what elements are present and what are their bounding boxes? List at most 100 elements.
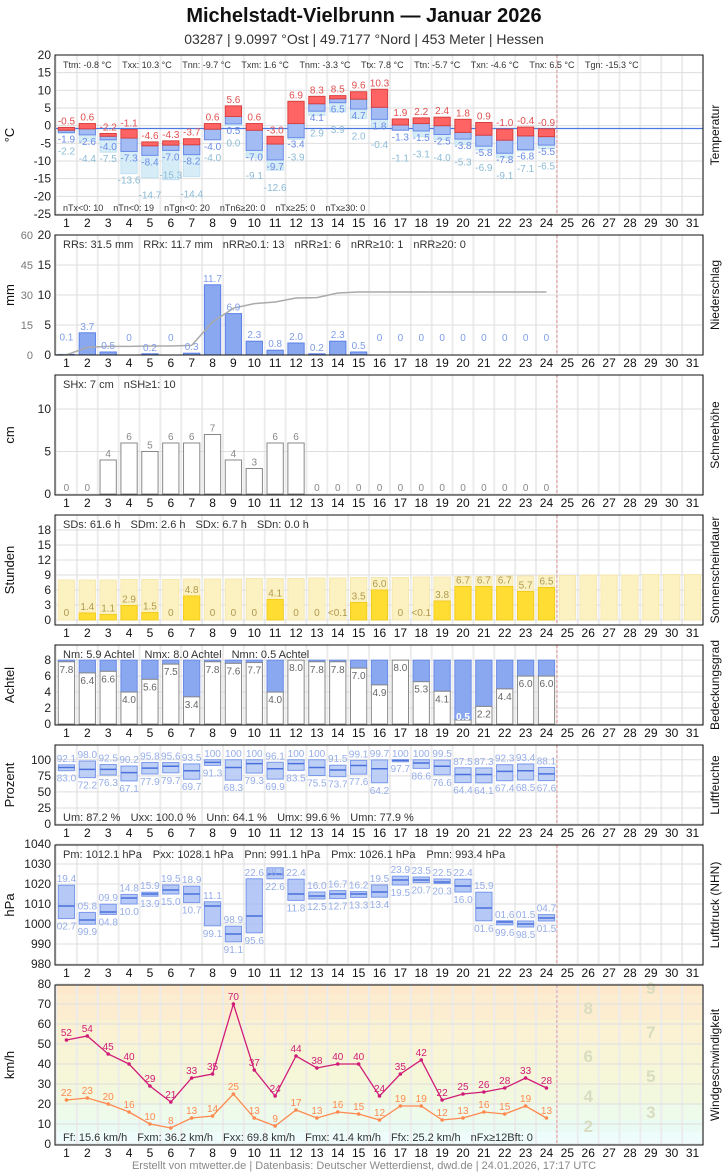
panel-side-label: Luftdruck (NHN) xyxy=(708,862,722,949)
day-label: 25 xyxy=(561,496,575,510)
precip-bar xyxy=(287,342,305,356)
humidity-min-label: 75.5 xyxy=(307,779,327,790)
cloud-label: 7.8 xyxy=(59,665,73,676)
max-temp-bar xyxy=(496,128,514,141)
day-label: 3 xyxy=(105,626,112,640)
y-tick-label: 10 xyxy=(38,83,52,97)
cloud-bar xyxy=(308,661,326,725)
humidity-max-label: 91.5 xyxy=(328,754,348,765)
humidity-min-label: 69.9 xyxy=(265,782,285,793)
humidity-min-label: 72.2 xyxy=(78,781,98,792)
cloud-bar xyxy=(349,667,368,725)
day-label: 21 xyxy=(477,826,491,840)
day-label: 1 xyxy=(63,726,70,740)
snow-label: 4 xyxy=(231,449,237,460)
panel-stat: nFx≥12Bft: 0 xyxy=(471,1132,533,1144)
pressure-min-label: 04.8 xyxy=(98,917,118,928)
snow-label: 6 xyxy=(189,432,195,443)
max-temp-bar xyxy=(78,123,96,130)
mean-wind-label: 15 xyxy=(499,1102,511,1113)
day-label: 8 xyxy=(209,216,216,230)
humidity-range-bar xyxy=(496,764,514,782)
y-tick-label: 4 xyxy=(44,685,51,699)
cloud-label: 4.1 xyxy=(435,694,449,705)
humidity-range-bar xyxy=(120,765,138,782)
humidity-min-label: 77.9 xyxy=(140,777,160,788)
y-tick-label: 0 xyxy=(44,613,51,627)
tground-label: -0.4 xyxy=(371,140,389,151)
day-label: 9 xyxy=(230,966,237,980)
panel-stat: Tnn: -9.7 °C xyxy=(182,60,231,70)
day-label: 27 xyxy=(602,626,616,640)
day-label: 1 xyxy=(63,216,70,230)
y-axis-title: °C xyxy=(2,128,17,143)
tground-label: -4.0 xyxy=(204,153,222,164)
day-label: 30 xyxy=(665,216,679,230)
sunshine-label: 0 xyxy=(231,608,237,619)
day-label: 3 xyxy=(105,726,112,740)
beaufort-label: 9 xyxy=(646,979,655,998)
tground-label: -15.3 xyxy=(159,171,182,182)
humidity-max-label: 100 xyxy=(309,749,326,760)
y-tick-label: 1010 xyxy=(24,897,51,911)
snow-label: 4 xyxy=(105,449,111,460)
cloud-bar xyxy=(141,678,159,725)
day-label: 11 xyxy=(269,626,282,640)
day-label: 1 xyxy=(63,356,70,370)
beaufort-band xyxy=(56,1120,703,1132)
day-label: 6 xyxy=(167,826,174,840)
day-label: 11 xyxy=(269,826,282,840)
day-label: 13 xyxy=(310,216,324,230)
y-tick-label: 70 xyxy=(38,997,52,1011)
day-label: 1 xyxy=(63,626,70,640)
sunshine-bar xyxy=(78,612,96,621)
gust-wind-point xyxy=(544,1086,549,1090)
day-label: 8 xyxy=(209,726,216,740)
mean-wind-point xyxy=(294,1108,298,1112)
tmax-label: -4.3 xyxy=(162,130,180,141)
panel-stat: Txn: -4.6 °C xyxy=(471,60,520,70)
day-label: 7 xyxy=(188,216,195,230)
min-temp-bar xyxy=(370,106,389,120)
possible-sunshine-bar xyxy=(245,578,263,621)
panel-side-label: Niederschlag xyxy=(708,260,722,330)
mean-wind-label: 16 xyxy=(478,1100,490,1111)
humidity-min-label: 69.7 xyxy=(182,782,202,793)
day-label: 8 xyxy=(209,496,216,510)
day-label: 1 xyxy=(63,966,70,980)
tmax-label: 5.6 xyxy=(226,95,240,106)
humidity-range-bar xyxy=(287,759,305,771)
day-label: 23 xyxy=(519,496,533,510)
day-label: 16 xyxy=(373,826,387,840)
mean-wind-point xyxy=(64,1098,69,1102)
day-label: 24 xyxy=(540,626,554,640)
cloud-label: 4.9 xyxy=(373,688,387,699)
sunshine-label: 2.9 xyxy=(122,595,136,606)
day-label: 19 xyxy=(435,356,449,370)
day-label: 22 xyxy=(498,216,512,230)
day-label: 10 xyxy=(248,966,262,980)
max-temp-bar xyxy=(203,123,222,130)
day-label: 26 xyxy=(582,216,596,230)
day-label: 2 xyxy=(84,826,91,840)
day-label: 31 xyxy=(686,1146,700,1160)
tmin-label: 4.7 xyxy=(352,111,366,122)
pressure-min-label: 01.5 xyxy=(537,924,557,935)
day-label: 20 xyxy=(456,1146,470,1160)
mean-wind-label: 13 xyxy=(186,1106,198,1117)
sunshine-label: 6.7 xyxy=(456,576,470,587)
precip-label: 0 xyxy=(439,333,445,344)
y-tick-label: -10 xyxy=(34,154,52,168)
possible-sunshine-bar xyxy=(412,576,430,621)
panel-stat: Fmx: 41.4 km/h xyxy=(305,1132,381,1144)
pressure-min-label: 01.6 xyxy=(474,924,494,935)
day-label: 6 xyxy=(167,726,174,740)
mean-wind-point xyxy=(502,1112,507,1116)
gust-wind-point xyxy=(377,1094,382,1098)
cloud-bar xyxy=(370,684,389,725)
min-temp-bar xyxy=(349,98,368,110)
day-label: 6 xyxy=(167,496,174,510)
tmin-label: -2.5 xyxy=(433,137,451,148)
day-label: 12 xyxy=(289,826,303,840)
